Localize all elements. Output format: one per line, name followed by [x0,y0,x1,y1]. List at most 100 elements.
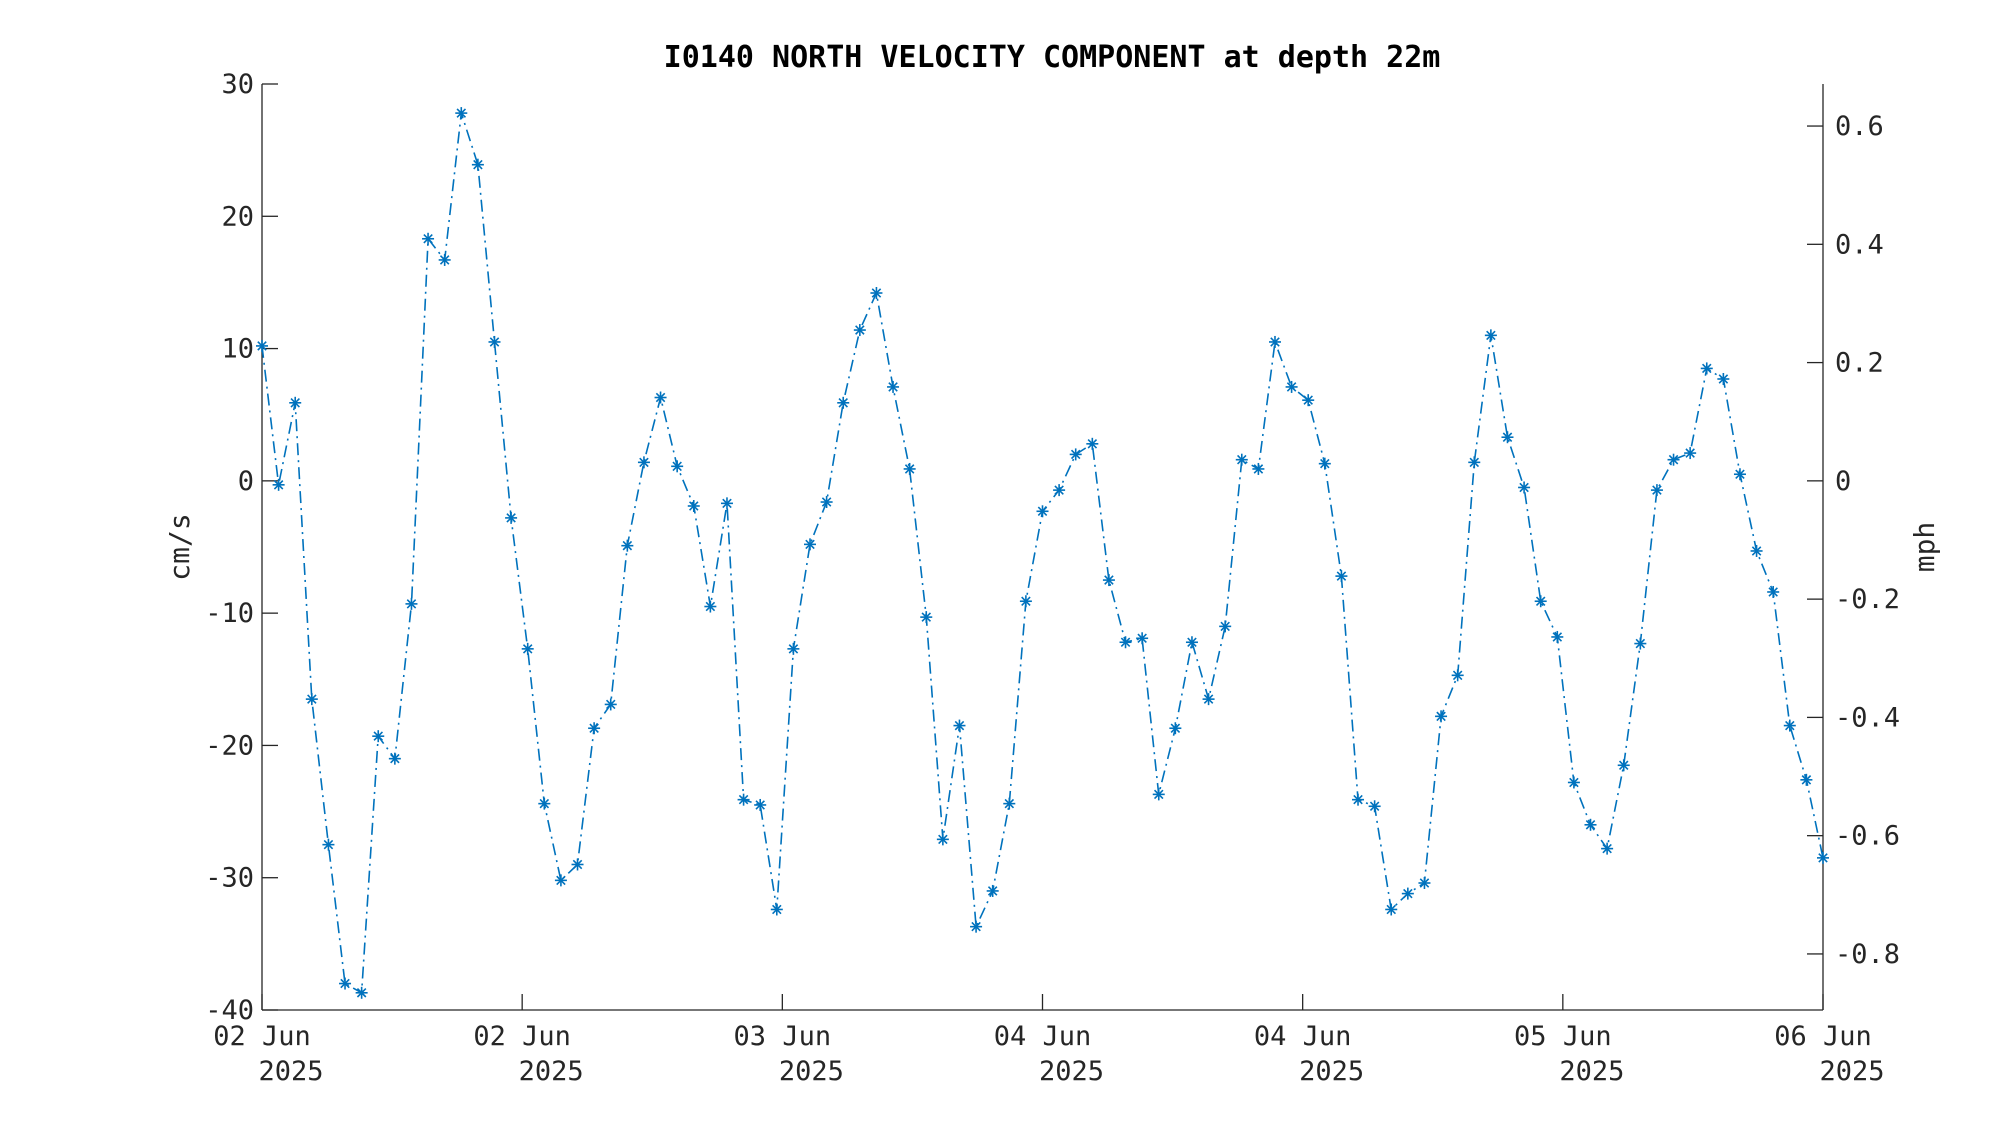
x-tick-label-year: 2025 [258,1056,323,1087]
data-point [671,460,684,473]
data-point [438,253,451,266]
y-axis-label-left: cm/s [163,513,196,580]
data-point [870,287,883,300]
data-point [936,833,949,846]
data-point [1053,484,1066,497]
data-point [1817,851,1829,864]
data-point [654,391,667,404]
data-point [272,478,285,491]
data-point [604,698,617,711]
data-point [1119,636,1132,649]
right-y-tick-label: 0.4 [1835,229,1884,260]
data-point [1318,457,1331,470]
data-point [1800,773,1813,786]
data-point [770,903,783,916]
data-point [1102,574,1115,587]
data-point [1169,722,1182,735]
data-point [1252,462,1265,475]
left-y-tick-label: 0 [238,466,254,497]
data-point [887,380,900,393]
right-y-tick-label: -0.4 [1835,702,1900,733]
data-point [1601,842,1614,855]
y-axis-label-right: mph [1908,522,1941,573]
data-point [837,396,850,409]
data-point [1518,481,1531,494]
data-point [1468,456,1481,469]
data-point [737,793,750,806]
data-point [1385,903,1398,916]
data-point [1634,637,1647,650]
left-y-tick-label: -20 [205,730,254,761]
data-point [488,335,501,348]
data-point [1185,636,1198,649]
data-point [1767,585,1780,598]
right-y-tick-label: -0.6 [1835,821,1900,852]
data-point [1268,335,1281,348]
x-tick-label-year: 2025 [1559,1056,1624,1087]
data-point [554,874,567,887]
data-point [1335,570,1348,583]
data-point [1435,710,1448,723]
data-point [1551,630,1564,643]
data-point [355,986,368,999]
data-point [1285,380,1298,393]
left-y-tick-label: 30 [221,69,254,100]
data-point [637,456,650,469]
data-point [853,324,866,337]
data-point [1700,362,1713,375]
data-point [1401,887,1414,900]
left-y-tick-label: -30 [205,863,254,894]
left-y-ticks: -40 -30 -20 -10 0 10 20 30 [205,69,278,1026]
data-point [1717,372,1730,385]
x-tick-label-year: 2025 [519,1056,584,1087]
x-tick-label-year: 2025 [1039,1056,1104,1087]
x-tick-label-date: 04 Jun [1254,1021,1352,1052]
data-point [1750,544,1763,557]
data-point [1451,669,1464,682]
data-point [1235,453,1248,466]
data-point [305,693,318,706]
axes [261,84,1824,1011]
x-tick-label-date: 02 Jun [473,1021,571,1052]
data-point [1783,719,1796,732]
right-y-tick-label: -0.8 [1835,939,1900,970]
x-tick-label-date: 03 Jun [734,1021,832,1052]
data-point [256,339,268,352]
right-y-tick-label: 0.2 [1835,348,1884,379]
data-point [754,798,767,811]
data-point [1302,394,1315,407]
plot-area [256,107,1829,999]
data-point [1368,800,1381,813]
data-point [986,884,999,897]
x-tick-label-year: 2025 [779,1056,844,1087]
data-point [1733,468,1746,481]
x-tick-label-date: 02 Jun [213,1021,311,1052]
x-tick-label-year: 2025 [1819,1056,1884,1087]
data-point [1352,793,1365,806]
data-point [571,858,584,871]
data-point [1019,595,1032,608]
data-point [1501,431,1514,444]
right-y-tick-label: 0.6 [1835,111,1884,142]
data-point [1136,632,1149,645]
data-point [372,730,385,743]
data-point [1418,877,1431,890]
data-point [970,920,983,933]
data-point [1567,776,1580,789]
data-point [1584,818,1597,831]
data-point [1069,448,1082,461]
data-point [787,642,800,655]
data-point [538,797,551,810]
data-point [1086,437,1099,450]
left-y-tick-label: -40 [205,995,254,1026]
data-point [920,611,933,624]
data-point [903,462,916,475]
data-point [422,232,435,245]
left-y-tick-label: 20 [221,201,254,232]
data-point [471,158,484,171]
right-y-tick-label: 0 [1835,466,1851,497]
x-tick-label-date: 06 Jun [1774,1021,1872,1052]
data-point [1617,759,1630,772]
x-ticks: 02 Jun 2025 02 Jun 2025 03 Jun 2025 04 Jun 2025… [213,994,1885,1087]
